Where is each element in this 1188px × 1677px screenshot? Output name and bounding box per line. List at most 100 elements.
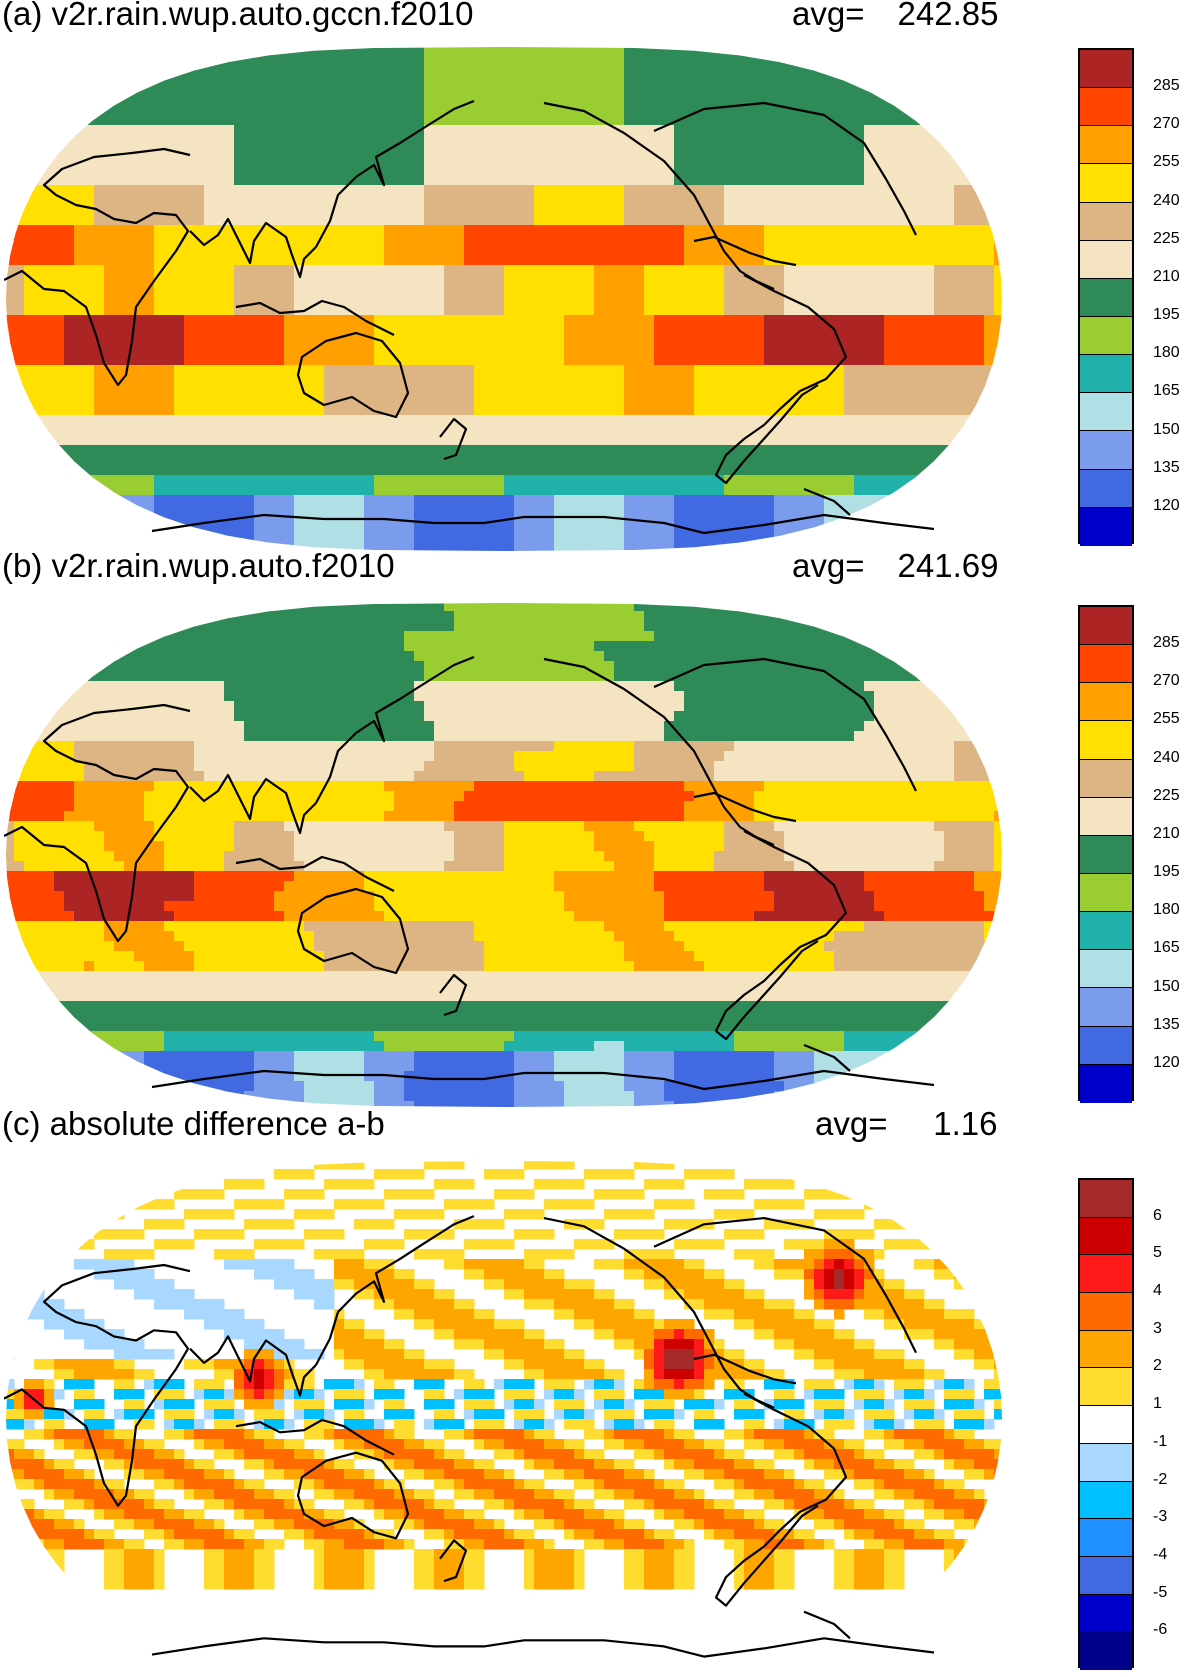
- colorbar-tick-label: 240: [1153, 191, 1180, 209]
- colorbar-tick-label: 135: [1153, 458, 1180, 476]
- colorbar-tick-label: -2: [1153, 1470, 1168, 1488]
- panel-b-colorbar: [1078, 605, 1134, 1103]
- colorbar-tick-label: 120: [1153, 496, 1180, 514]
- colorbar-tick-label: 120: [1153, 1053, 1180, 1071]
- colorbar-swatch: [1080, 1064, 1132, 1103]
- colorbar-tick-label: 195: [1153, 306, 1180, 324]
- colorbar-tick-label: 150: [1153, 977, 1180, 995]
- colorbar-swatch: [1080, 1293, 1132, 1331]
- colorbar-swatch: [1080, 1180, 1132, 1218]
- colorbar-swatch: [1080, 431, 1132, 470]
- colorbar-tick-label: 150: [1153, 420, 1180, 438]
- colorbar-tick-label: 210: [1153, 267, 1180, 285]
- colorbar-tick-label: 255: [1153, 153, 1180, 171]
- panel-b-map-svg: [4, 603, 1002, 1107]
- colorbar-swatch: [1080, 607, 1132, 646]
- panel-a-title: (a) v2r.rain.wup.auto.gccn.f2010: [2, 0, 474, 32]
- colorbar-tick-label: 180: [1153, 901, 1180, 919]
- panel-a-avg-value: 242.85: [897, 0, 999, 32]
- map-field-cells: [6, 603, 1002, 1107]
- colorbar-tick-label: -1: [1153, 1432, 1168, 1450]
- colorbar-tick-label: -3: [1153, 1508, 1168, 1526]
- colorbar-swatch: [1080, 797, 1132, 836]
- map-field-cells: [6, 1161, 1002, 1590]
- colorbar-swatch: [1080, 835, 1132, 874]
- colorbar-tick-label: 5: [1153, 1244, 1162, 1262]
- colorbar-tick-label: 180: [1153, 344, 1180, 362]
- colorbar-swatch: [1080, 1368, 1132, 1407]
- panel-a-average: avg= 242.85: [792, 0, 998, 34]
- colorbar-tick-label: 285: [1153, 634, 1180, 652]
- colorbar-swatch: [1080, 759, 1132, 798]
- panel-c-title: (c) absolute difference a-b: [2, 1105, 385, 1142]
- colorbar-swatch: [1080, 721, 1132, 760]
- colorbar-tick-label: 6: [1153, 1206, 1162, 1224]
- colorbar-tick-label: -5: [1153, 1583, 1168, 1601]
- colorbar-swatch: [1080, 1556, 1132, 1595]
- colorbar-swatch: [1080, 1632, 1132, 1670]
- coastlines: [4, 655, 935, 1091]
- colorbar-tick-label: -4: [1153, 1545, 1168, 1563]
- colorbar-swatch: [1080, 1519, 1132, 1557]
- colorbar-swatch: [1080, 469, 1132, 508]
- colorbar-tick-label: 1: [1153, 1395, 1162, 1413]
- panel-c-map: [4, 1159, 1004, 1677]
- colorbar-tick-label: 285: [1153, 77, 1180, 95]
- panel-b-avg-value: 241.69: [897, 547, 999, 584]
- map-field-cells: [6, 47, 1002, 551]
- panel-c-average: avg= 1.16: [815, 1104, 997, 1144]
- panel-b-title: (b) v2r.rain.wup.auto.f2010: [2, 547, 395, 584]
- colorbar-tick-label: 2: [1153, 1357, 1162, 1375]
- colorbar-swatch: [1080, 1330, 1132, 1369]
- panel-c-map-svg: [4, 1161, 1002, 1658]
- colorbar-swatch: [1080, 1443, 1132, 1482]
- colorbar-swatch: [1080, 88, 1132, 127]
- colorbar-tick-label: 4: [1153, 1282, 1162, 1300]
- colorbar-swatch: [1080, 1481, 1132, 1520]
- colorbar-tick-label: 135: [1153, 1015, 1180, 1033]
- colorbar-tick-label: 225: [1153, 786, 1180, 804]
- colorbar-swatch: [1080, 316, 1132, 356]
- colorbar-tick-label: 240: [1153, 748, 1180, 766]
- colorbar-swatch: [1080, 202, 1132, 241]
- colorbar-swatch: [1080, 645, 1132, 684]
- colorbar-swatch: [1080, 683, 1132, 722]
- colorbar-swatch: [1080, 950, 1132, 989]
- colorbar-swatch: [1080, 164, 1132, 203]
- colorbar-tick-label: 225: [1153, 229, 1180, 247]
- panel-b-map: [4, 601, 1004, 1109]
- panel-a-colorbar: [1078, 48, 1134, 546]
- panel-a-map-svg: [4, 47, 1002, 551]
- colorbar-swatch: [1080, 912, 1132, 951]
- colorbar-tick-label: 3: [1153, 1319, 1162, 1337]
- colorbar-swatch: [1080, 393, 1132, 432]
- colorbar-swatch: [1080, 1406, 1132, 1444]
- panel-c-avg-label: avg=: [815, 1105, 888, 1142]
- colorbar-tick-label: 165: [1153, 939, 1180, 957]
- colorbar-swatch: [1080, 1026, 1132, 1065]
- panel-c-colorbar: [1078, 1178, 1134, 1670]
- colorbar-swatch: [1080, 50, 1132, 89]
- panel-b-avg-label: avg=: [792, 547, 865, 584]
- colorbar-tick-label: 255: [1153, 710, 1180, 728]
- colorbar-swatch: [1080, 1594, 1132, 1633]
- colorbar-tick-label: 165: [1153, 382, 1180, 400]
- colorbar-tick-label: 195: [1153, 863, 1180, 881]
- colorbar-tick-label: 210: [1153, 824, 1180, 842]
- panel-c-avg-value: 1.16: [933, 1105, 998, 1142]
- panel-a-map: [4, 45, 1004, 553]
- colorbar-tick-label: 270: [1153, 672, 1180, 690]
- colorbar-tick-label: 270: [1153, 115, 1180, 133]
- colorbar-swatch: [1080, 240, 1132, 279]
- colorbar-swatch: [1080, 507, 1132, 546]
- colorbar-swatch: [1080, 873, 1132, 913]
- colorbar-swatch: [1080, 1255, 1132, 1294]
- colorbar-tick-label: -6: [1153, 1621, 1168, 1639]
- colorbar-swatch: [1080, 355, 1132, 394]
- panel-a-avg-label: avg=: [792, 0, 865, 32]
- colorbar-swatch: [1080, 988, 1132, 1027]
- colorbar-swatch: [1080, 1217, 1132, 1256]
- colorbar-swatch: [1080, 126, 1132, 165]
- coastlines: [4, 99, 935, 535]
- coastlines: [4, 1215, 935, 1658]
